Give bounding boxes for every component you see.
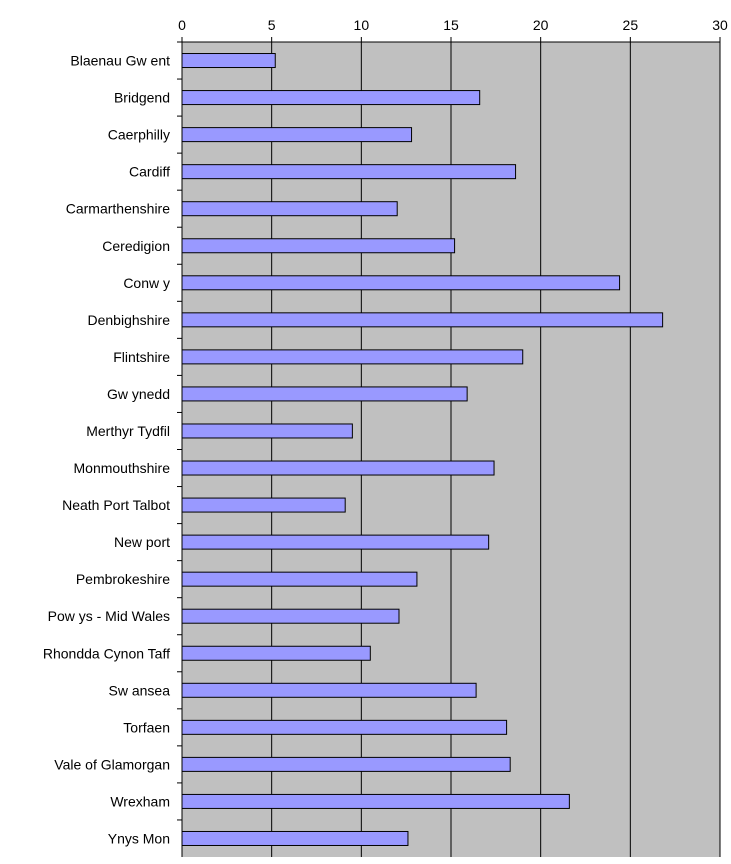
category-label-21: Ynys Mon bbox=[108, 830, 170, 846]
category-label-17: Sw ansea bbox=[109, 682, 171, 698]
bar-2 bbox=[181, 127, 413, 143]
category-label-3: Cardiff bbox=[129, 164, 170, 180]
category-label-11: Monmouthshire bbox=[74, 460, 171, 476]
category-label-14: Pembrokeshire bbox=[76, 571, 170, 587]
category-label-2: Caerphilly bbox=[108, 127, 170, 143]
bar-7 bbox=[181, 312, 664, 328]
bar-15 bbox=[181, 608, 400, 624]
bar-1 bbox=[181, 90, 481, 106]
x-tick-label-5: 25 bbox=[623, 17, 639, 33]
category-label-9: Gw ynedd bbox=[107, 386, 170, 402]
bar-10 bbox=[181, 423, 353, 439]
bar-20 bbox=[181, 793, 570, 809]
bar-13 bbox=[181, 534, 490, 550]
bar-16 bbox=[181, 645, 371, 661]
bar-19 bbox=[181, 756, 511, 772]
category-label-0: Blaenau Gw ent bbox=[70, 53, 170, 69]
bar-4 bbox=[181, 201, 398, 217]
category-label-12: Neath Port Talbot bbox=[62, 497, 170, 513]
x-tick-label-3: 15 bbox=[443, 17, 459, 33]
category-label-18: Torfaen bbox=[123, 719, 170, 735]
bar-18 bbox=[181, 719, 508, 735]
category-label-15: Pow ys - Mid Wales bbox=[48, 608, 170, 624]
bar-12 bbox=[181, 497, 346, 513]
x-tick-label-4: 20 bbox=[533, 17, 549, 33]
bar-8 bbox=[181, 349, 524, 365]
bar-6 bbox=[181, 275, 621, 291]
category-label-10: Merthyr Tydfil bbox=[86, 423, 170, 439]
category-label-13: New port bbox=[114, 534, 170, 550]
bar-5 bbox=[181, 238, 456, 254]
category-label-8: Flintshire bbox=[113, 349, 170, 365]
category-label-16: Rhondda Cynon Taff bbox=[43, 645, 170, 661]
x-tick-label-0: 0 bbox=[178, 17, 186, 33]
category-label-5: Ceredigion bbox=[102, 238, 170, 254]
bar-14 bbox=[181, 571, 418, 587]
category-label-19: Vale of Glamorgan bbox=[54, 756, 170, 772]
bar-11 bbox=[181, 460, 495, 476]
category-label-4: Carmarthenshire bbox=[66, 201, 170, 217]
bar-21 bbox=[181, 830, 409, 846]
category-label-1: Bridgend bbox=[114, 90, 170, 106]
category-label-6: Conw y bbox=[123, 275, 170, 291]
x-tick-label-6: 30 bbox=[712, 17, 728, 33]
bar-3 bbox=[181, 164, 517, 180]
category-label-20: Wrexham bbox=[110, 793, 170, 809]
x-tick-label-1: 5 bbox=[268, 17, 276, 33]
x-tick-label-2: 10 bbox=[354, 17, 370, 33]
category-label-7: Denbighshire bbox=[88, 312, 171, 328]
bar-17 bbox=[181, 682, 477, 698]
bar-9 bbox=[181, 386, 468, 402]
bar-0 bbox=[181, 53, 276, 69]
